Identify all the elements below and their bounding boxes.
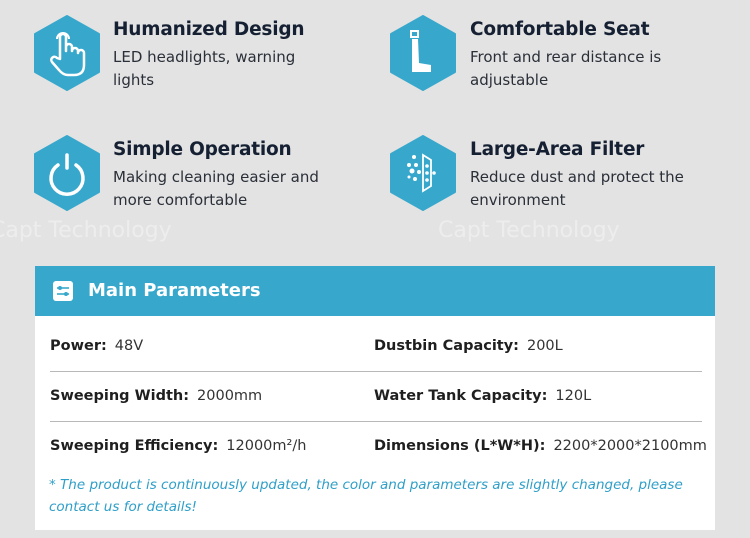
feature-title: Comfortable Seat [470, 19, 650, 40]
param-water-tank: Water Tank Capacity: 120L [374, 388, 591, 404]
main-parameters-panel: Main Parameters Power: 48V Dustbin Capaci… [35, 266, 715, 530]
sliders-icon [53, 281, 73, 301]
feature-desc: Reduce dust and protect the environment [470, 168, 684, 209]
seat-icon [390, 15, 456, 91]
param-efficiency: Sweeping Efficiency: 12000m²/h [50, 438, 306, 454]
param-label: Power: [50, 338, 107, 354]
param-dustbin: Dustbin Capacity: 200L [374, 338, 563, 354]
param-value: 2000mm [197, 388, 263, 404]
param-value: 2200*2000*2100mm [553, 438, 707, 454]
feature-desc: Front and rear distance is adjustable [470, 48, 662, 89]
filter-icon [390, 135, 456, 211]
param-value: 48V [114, 338, 144, 354]
param-value: 200L [526, 338, 563, 354]
panel-header: Main Parameters [35, 266, 715, 316]
feature-title: Large-Area Filter [470, 139, 645, 160]
param-label: Dimensions (L*W*H): [374, 438, 546, 454]
param-value: 120L [555, 388, 592, 404]
feature-title: Humanized Design [113, 19, 305, 40]
feature-desc: LED headlights, warning lights [113, 48, 296, 89]
power-icon [34, 135, 100, 211]
param-sweeping-width: Sweeping Width: 2000mm [50, 388, 262, 404]
feature-title: Simple Operation [113, 139, 292, 160]
param-label: Dustbin Capacity: [374, 338, 519, 354]
param-value: 12000m²/h [226, 438, 307, 454]
feature-desc: Making cleaning easier and more comforta… [113, 168, 319, 209]
watermark: Capt Technology [438, 218, 620, 243]
disclaimer-note: * The product is continuously updated, t… [49, 477, 683, 515]
param-label: Sweeping Efficiency: [50, 438, 219, 454]
param-label: Sweeping Width: [50, 388, 190, 404]
panel-title: Main Parameters [88, 280, 261, 301]
param-row: Sweeping Width: 2000mm Water Tank Capacit… [50, 371, 702, 422]
param-row: Power: 48V Dustbin Capacity: 200L [50, 321, 702, 372]
param-power: Power: 48V [50, 338, 143, 354]
param-dimensions: Dimensions (L*W*H): 2200*2000*2100mm [374, 438, 707, 454]
watermark: Capt Technology [0, 218, 172, 243]
pointing-hand-icon [34, 15, 100, 91]
param-label: Water Tank Capacity: [374, 388, 548, 404]
param-row: Sweeping Efficiency: 12000m²/h Dimensions… [50, 421, 707, 471]
